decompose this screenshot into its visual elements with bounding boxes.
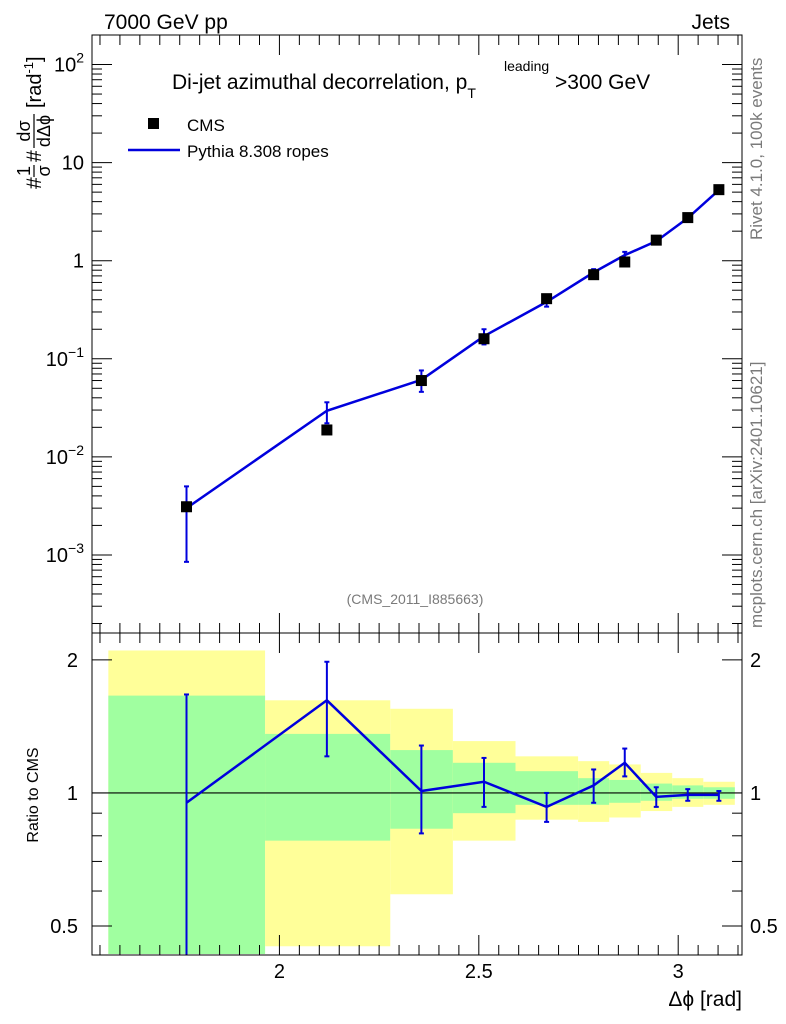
plot-title: Di-jet azimuthal decorrelation, pT xyxy=(172,71,476,101)
legend-label-cms: CMS xyxy=(187,116,225,135)
data-point xyxy=(321,424,333,436)
main-mc-series xyxy=(184,188,722,563)
ratio-y-tick-label-left: 2 xyxy=(67,650,78,672)
y-tick-label-base: 1 xyxy=(73,251,84,273)
y-tick-label: 102 xyxy=(54,50,84,77)
beam-label: 7000 GeV pp xyxy=(104,11,228,34)
ylabel-hash-1: # xyxy=(23,177,46,189)
y-tick-label-exponent: 2 xyxy=(76,50,84,66)
ylabel-frac2-num: dσ xyxy=(14,120,34,141)
y-tick-label: 10−3 xyxy=(46,540,84,567)
y-tick-label: 1 xyxy=(73,251,84,273)
data-point xyxy=(650,234,662,246)
x-tick-label: 2.5 xyxy=(465,961,493,983)
y-tick-label-exponent: −1 xyxy=(68,344,84,360)
data-point xyxy=(478,333,490,345)
xlabel: Δϕ [rad] xyxy=(668,988,742,1011)
ylabel-frac1-num: 1 xyxy=(14,166,34,176)
legend-marker-cms xyxy=(148,118,159,129)
band-stat xyxy=(609,779,641,803)
mc-line xyxy=(185,189,720,510)
ratio-axis-ticks: 0.5 0.5 1 1 2 2 2 2.5 3 xyxy=(50,633,778,983)
ylabel-unit-open: [rad xyxy=(24,74,46,108)
y-tick-label: 10 xyxy=(62,153,84,175)
data-point xyxy=(619,256,631,268)
y-tick-label-base: 10 xyxy=(62,153,84,175)
y-tick-label-exponent: −3 xyxy=(68,540,84,556)
y-tick-label-base: 10 xyxy=(46,447,68,469)
data-point xyxy=(588,269,600,281)
legend-label-pythia: Pythia 8.308 ropes xyxy=(187,142,329,161)
data-point xyxy=(541,293,553,305)
main-ylabel: # 1 σ # dσ dΔϕ [rad-1] xyxy=(14,56,54,189)
ratio-y-tick-label-right: 1 xyxy=(750,783,761,805)
ylabel-unit: [rad-1] xyxy=(21,56,46,108)
ratio-mc-series xyxy=(184,660,722,955)
ylabel-frac2-den: dΔϕ xyxy=(34,115,54,147)
main-data-series xyxy=(181,184,725,513)
plot-title-main: Di-jet azimuthal decorrelation, p xyxy=(172,71,467,94)
data-point xyxy=(415,375,427,387)
plot-title-sub: T xyxy=(467,85,476,101)
data-point xyxy=(713,184,725,196)
y-tick-label-base: 10 xyxy=(46,349,68,371)
ylabel-frac1-den: σ xyxy=(34,165,54,176)
process-label: Jets xyxy=(691,11,730,34)
plot-title-sup: leading xyxy=(504,58,549,74)
x-tick-label: 3 xyxy=(673,961,684,983)
y-tick-label-exponent: −2 xyxy=(68,442,84,458)
analysis-name: (CMS_2011_I885663) xyxy=(347,591,484,607)
ratio-y-tick-label-left: 0.5 xyxy=(50,916,78,938)
ratio-mc-line xyxy=(185,698,719,809)
ylabel-unit-sup: -1 xyxy=(21,62,36,74)
ratio-y-tick-label-left: 1 xyxy=(67,783,78,805)
ylabel-unit-close: ] xyxy=(24,56,46,62)
source-info: mcplots.cern.ch [arXiv:2401.10621] xyxy=(747,362,766,628)
ratio-y-tick-label-right: 2 xyxy=(750,650,761,672)
y-tick-label-base: 10 xyxy=(46,545,68,567)
ratio-ylabel: Ratio to CMS xyxy=(25,747,42,842)
data-point xyxy=(181,501,193,513)
y-tick-label: 10−1 xyxy=(46,344,84,371)
ylabel-hash-2: # xyxy=(23,150,46,162)
ratio-y-tick-label-right: 0.5 xyxy=(750,916,778,938)
ratio-plot-frame xyxy=(91,632,743,956)
rivet-info: Rivet 4.1.0, 100k events xyxy=(747,58,766,240)
y-tick-label-base: 10 xyxy=(54,55,76,77)
data-point xyxy=(682,212,694,224)
y-tick-label: 10−2 xyxy=(46,442,84,469)
plot-title-rest: >300 GeV xyxy=(555,71,650,94)
x-tick-label: 2 xyxy=(274,961,285,983)
